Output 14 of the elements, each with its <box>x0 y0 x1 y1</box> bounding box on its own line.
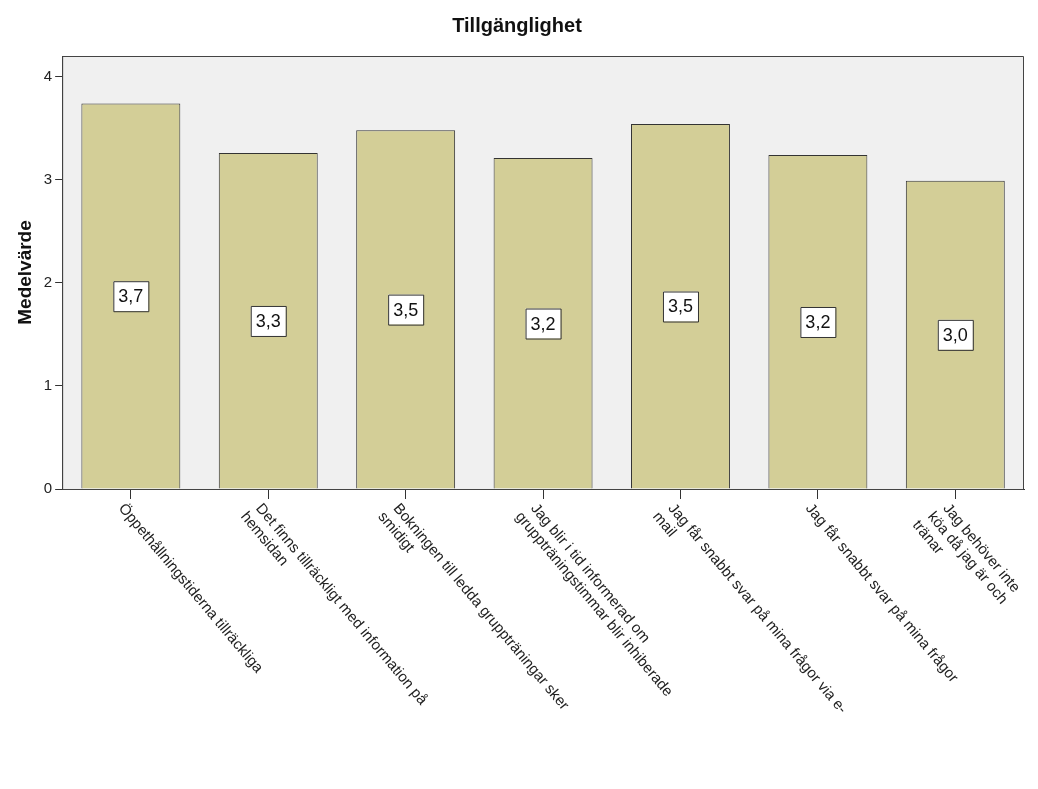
data-label: 3,7 <box>118 286 144 307</box>
data-label: 3,0 <box>942 324 968 345</box>
y-tick-label: 2 <box>43 272 53 290</box>
chart-title: Tillgänglighet <box>452 13 583 36</box>
data-label: 3,2 <box>805 311 831 332</box>
y-axis-title: Medelvärde <box>13 220 35 325</box>
data-label: 3,2 <box>530 313 556 334</box>
data-label: 3,5 <box>393 299 419 320</box>
data-label: 3,5 <box>667 296 693 317</box>
y-tick-label: 1 <box>43 376 53 394</box>
y-tick-label: 4 <box>43 66 53 84</box>
y-tick-label: 0 <box>43 479 53 497</box>
y-tick-label: 3 <box>43 169 53 187</box>
data-label: 3,3 <box>255 310 281 331</box>
